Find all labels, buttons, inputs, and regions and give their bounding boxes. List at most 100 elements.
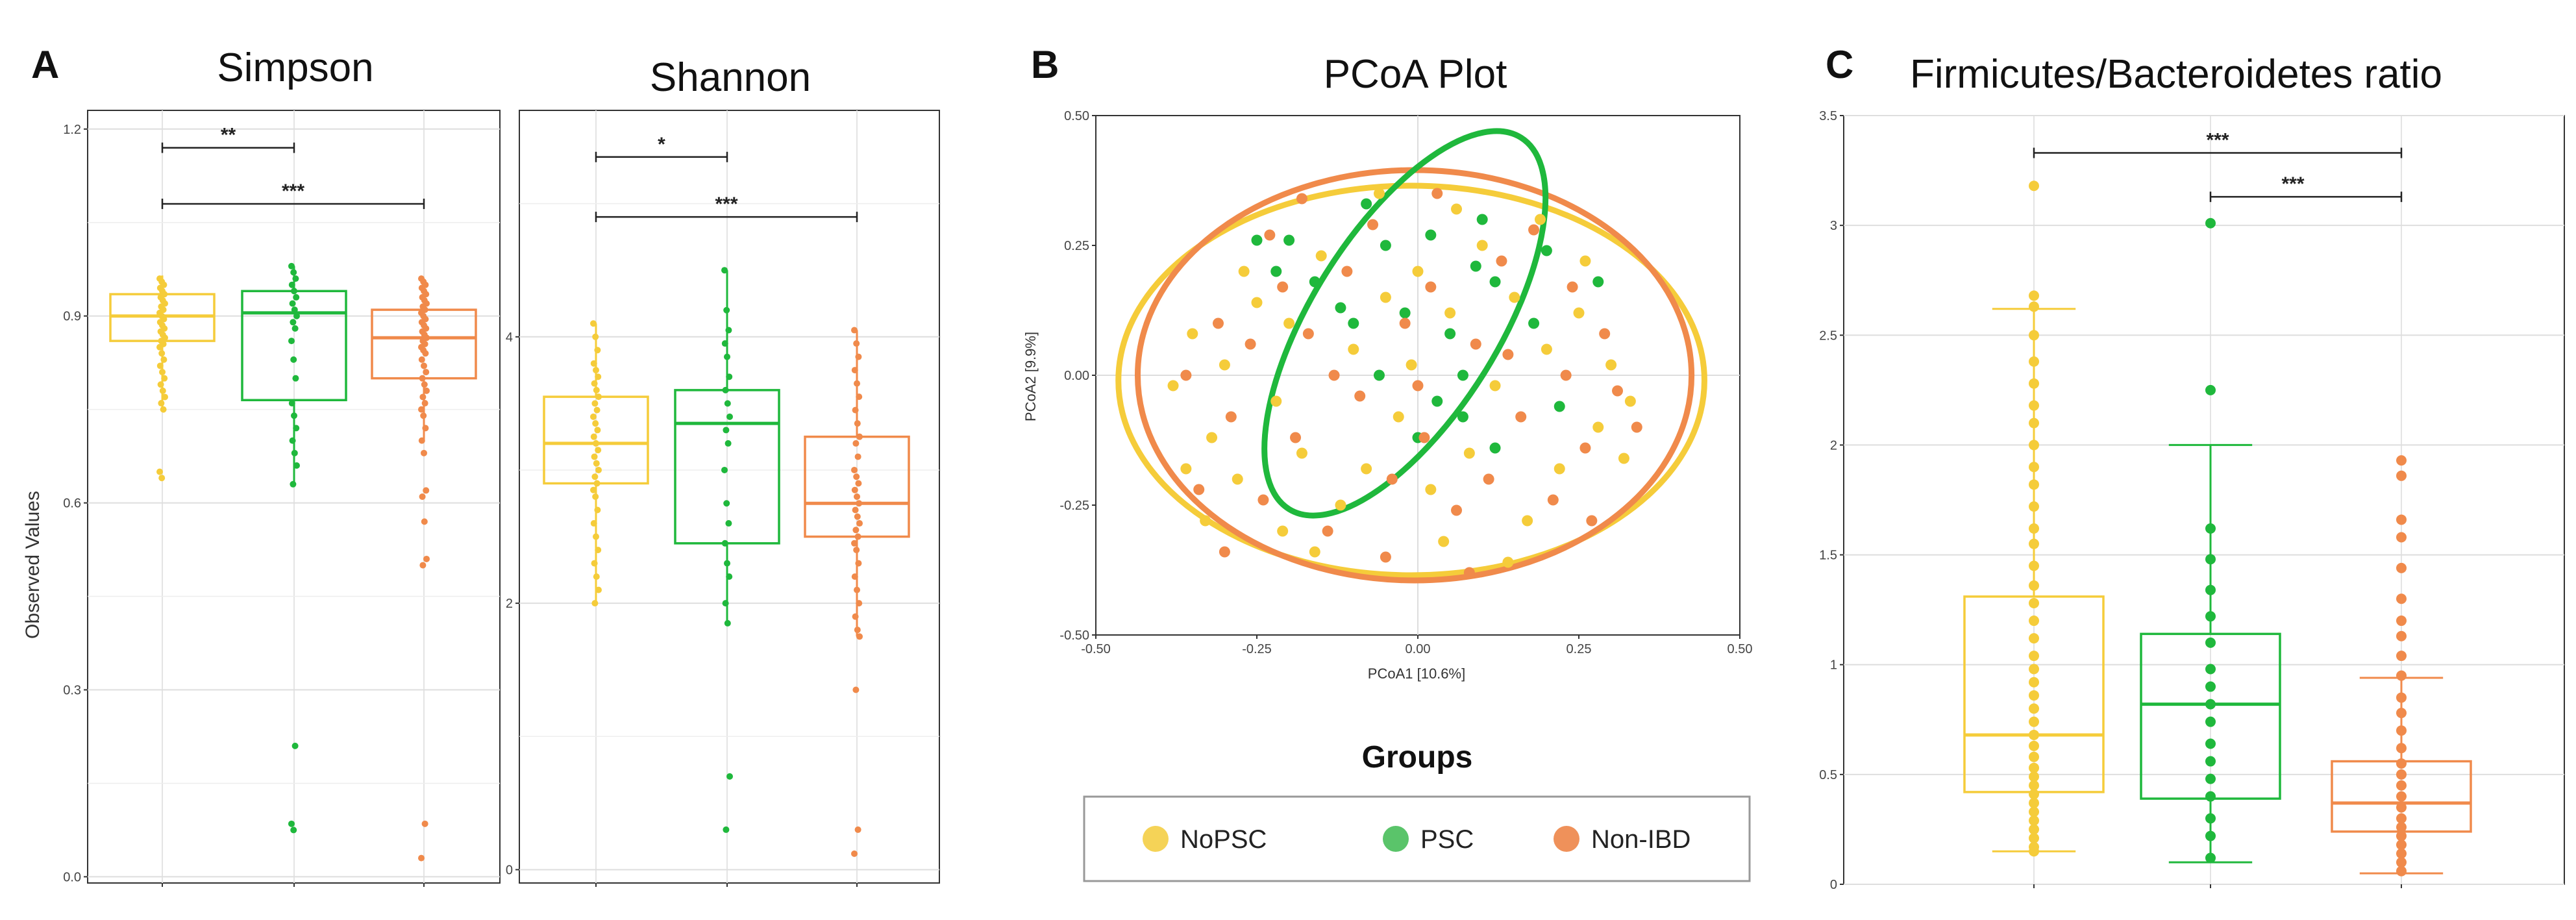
data-point (291, 288, 297, 295)
pcoa-point-nopsc (1296, 447, 1307, 459)
x-tick-label: -0.50 (1081, 642, 1111, 656)
data-point (291, 412, 297, 419)
simpson-title: Simpson (217, 45, 373, 90)
pcoa-point-non-ibd (1431, 188, 1443, 199)
data-point (590, 413, 597, 420)
panel-c-letter: C (1826, 43, 1853, 86)
data-point (2029, 400, 2039, 411)
data-point (851, 367, 858, 374)
data-point (591, 473, 599, 480)
pcoa-point-non-ibd (1322, 525, 1333, 537)
data-point (418, 356, 425, 363)
data-point (593, 440, 599, 447)
data-point (2396, 802, 2407, 813)
data-point (291, 742, 299, 749)
data-point (726, 573, 733, 580)
pcoa-x-axis-label: PCoA1 [10.6%] (1368, 665, 1465, 682)
data-point (2396, 848, 2407, 859)
sig-label: ** (221, 125, 236, 146)
pcoa-point-nopsc (1348, 343, 1359, 355)
data-point (855, 560, 862, 567)
data-point (2205, 773, 2216, 784)
data-point (854, 380, 860, 387)
data-point (2396, 651, 2407, 662)
data-point (855, 353, 862, 360)
data-point (853, 547, 860, 554)
data-point (157, 381, 164, 388)
data-point (290, 269, 297, 276)
pcoa-point-non-ibd (1463, 567, 1475, 578)
data-point (590, 520, 597, 527)
data-point (852, 506, 859, 514)
data-point (852, 440, 860, 447)
data-point (419, 393, 427, 401)
pcoa-y-axis-label: PCoA2 [9.9%] (1022, 332, 1039, 421)
data-point (2029, 501, 2039, 512)
data-point (2029, 664, 2039, 675)
pcoa-point-non-ibd (1599, 328, 1611, 340)
pcoa-point-nopsc (1412, 266, 1424, 277)
data-point (590, 486, 597, 493)
data-point (2029, 651, 2039, 662)
data-point (856, 520, 863, 527)
pcoa-point-non-ibd (1341, 266, 1353, 277)
data-point (854, 826, 861, 833)
pcoa-point-nopsc (1238, 266, 1250, 277)
pcoa-point-non-ibd (1483, 473, 1494, 485)
data-point (418, 854, 425, 862)
legend-label: PSC (1420, 825, 1474, 854)
data-point (158, 475, 166, 482)
pcoa-point-nopsc (1522, 515, 1533, 527)
legend-swatch (1554, 826, 1579, 852)
ellipse-psc (1261, 128, 1549, 519)
legend: NoPSC PSC Non-IBD (1143, 825, 1690, 854)
data-point (721, 540, 728, 547)
data-point (852, 613, 859, 620)
data-point (2205, 852, 2216, 864)
y-tick-label: 0.6 (63, 497, 81, 511)
data-point (422, 350, 429, 357)
data-point (2396, 455, 2407, 466)
data-point (2029, 580, 2039, 591)
data-point (594, 506, 601, 514)
pcoa-point-psc (1373, 369, 1385, 381)
pcoa-point-non-ibd (1219, 546, 1230, 558)
data-point (2029, 716, 2039, 727)
data-point (2396, 813, 2407, 824)
pcoa-point-psc (1348, 317, 1359, 329)
data-point (593, 573, 600, 580)
pcoa-point-nopsc (1335, 499, 1346, 511)
pcoa-point-psc (1554, 401, 1565, 412)
data-point (288, 338, 295, 345)
pcoa-point-nopsc (1509, 292, 1520, 303)
y-tick-label: 0.25 (1064, 239, 1089, 253)
data-point (854, 513, 861, 520)
data-point (2205, 637, 2216, 648)
pcoa-point-psc (1309, 276, 1320, 288)
data-point (2396, 470, 2407, 481)
pcoa-point-non-ibd (1515, 411, 1527, 423)
y-tick-label: 2 (506, 597, 513, 611)
data-point (419, 375, 426, 382)
data-point (420, 412, 427, 419)
y-tick-label: 0.0 (63, 870, 81, 884)
pcoa-point-non-ibd (1380, 551, 1391, 563)
data-point (856, 433, 863, 440)
data-point (421, 400, 428, 407)
pcoa-point-non-ibd (1567, 281, 1578, 293)
data-point (2029, 729, 2039, 740)
data-point (2396, 630, 2407, 641)
y-tick-label: 0.50 (1064, 109, 1089, 123)
data-point (289, 300, 296, 307)
pcoa-point-non-ibd (1277, 281, 1289, 293)
data-point (423, 369, 430, 376)
data-point (2396, 593, 2407, 604)
y-tick-label: 0 (506, 863, 513, 877)
data-point (292, 275, 299, 282)
ellipse-nopsc (1115, 182, 1707, 578)
pcoa-point-nopsc (1438, 536, 1450, 547)
data-point (288, 820, 295, 827)
pcoa-point-psc (1489, 442, 1501, 454)
data-point (162, 393, 168, 401)
data-point (854, 453, 861, 460)
